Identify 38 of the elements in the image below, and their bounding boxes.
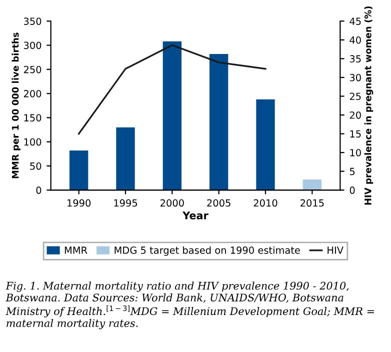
y2-tick-label: 30 (350, 74, 361, 82)
y2-tick-label: 20 (350, 111, 361, 119)
bar (162, 41, 182, 190)
legend-label: MDG 5 target based on 1990 estimate (114, 246, 300, 256)
y-tick-label: 200 (24, 90, 42, 98)
bar (256, 99, 275, 190)
y-tick-label: 300 (24, 42, 42, 50)
legend-label: MMR (64, 246, 88, 254)
line-series (78, 44, 266, 135)
x-tick-label: 2005 (207, 199, 230, 207)
bar (69, 150, 88, 190)
y2-tick-label: 25 (350, 92, 361, 100)
y-tick-label: 50 (30, 162, 42, 170)
legend-label: HIV (328, 246, 344, 254)
y-tick-label: 250 (24, 66, 42, 74)
y2-tick-label: 0 (350, 186, 355, 194)
y2-tick-label: 45 (350, 18, 361, 25)
x-axis-title: Year (182, 212, 208, 220)
y-tick-label: 0 (36, 186, 42, 194)
bar (210, 54, 228, 190)
x-tick-label: 2010 (254, 199, 278, 207)
y2-tick-label: 40 (350, 36, 361, 44)
x-tick-label: 2000 (160, 199, 184, 207)
x-tick-label: 1990 (68, 199, 91, 207)
bar (302, 179, 322, 190)
y2-axis-title: HIV prevalence in pregnant women (%) (364, 6, 374, 205)
caption: Fig. 1. Maternal mortality ratio and HIV prevalence 1990 - 2010, Botswana. Data Sources: World Bank, UNAIDS/WHO, Botswana Ministry of Health.$^{[1−3]}$MDG = Millenium Development Goal; MMR = maternal mortality rates. (6, 282, 374, 330)
x-tick-label: 2015 (300, 199, 324, 207)
x-tick-label: 1995 (114, 199, 138, 207)
y2-tick-label: 10 (350, 149, 361, 156)
y-axis-title: MMR per 1 00 000 live births (12, 32, 20, 178)
y-tick-label: 350 (24, 18, 42, 25)
y2-tick-label: 15 (350, 130, 361, 138)
y2-tick-label: 5 (350, 168, 355, 176)
y-tick-label: 100 (24, 138, 42, 146)
y-tick-label: 150 (24, 114, 42, 122)
bar (116, 127, 135, 190)
y2-tick-label: 35 (350, 55, 361, 62)
